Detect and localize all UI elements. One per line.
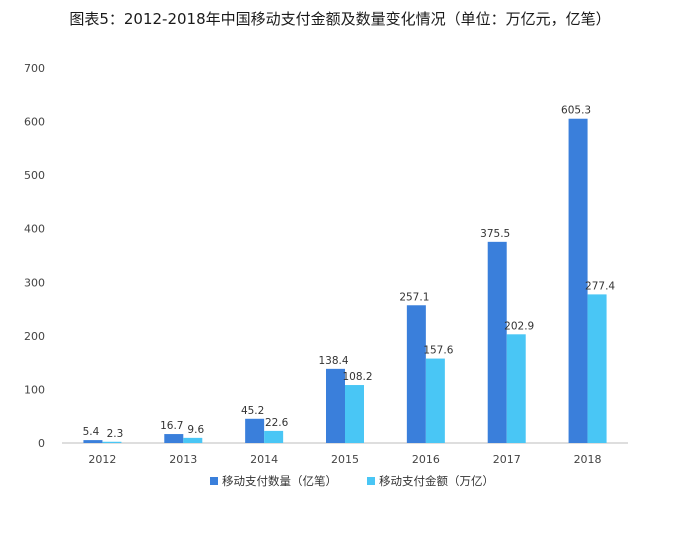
data-label: 605.3 — [561, 105, 591, 117]
x-tick-label: 2017 — [493, 453, 521, 466]
data-label: 16.7 — [160, 420, 183, 432]
bar-amount — [102, 441, 122, 443]
legend-label: 移动支付数量（亿笔） — [222, 474, 337, 488]
data-label: 2.3 — [107, 428, 124, 440]
bar-amount — [345, 385, 364, 443]
data-label: 277.4 — [585, 280, 615, 292]
data-label: 138.4 — [318, 355, 348, 367]
data-label: 45.2 — [241, 405, 264, 417]
chart-title: 图表5：2012-2018年中国移动支付金额及数量变化情况（单位：万亿元，亿笔） — [69, 10, 611, 28]
x-tick-label: 2013 — [169, 453, 197, 466]
x-tick-label: 2018 — [574, 453, 602, 466]
y-tick-label: 500 — [24, 169, 45, 182]
bar-count — [164, 434, 184, 443]
x-tick-label: 2012 — [88, 453, 116, 466]
bar-count — [245, 418, 265, 443]
y-tick-label: 100 — [24, 383, 45, 396]
bar-count — [83, 440, 103, 443]
bar-count — [487, 241, 507, 443]
x-tick-label: 2014 — [250, 453, 278, 466]
bar-count — [568, 118, 588, 443]
y-axis: 0 100 200 300 400 500 600 700 — [24, 62, 45, 450]
bar-amount — [587, 294, 607, 443]
x-tick-label: 2016 — [412, 453, 440, 466]
data-label: 5.4 — [83, 426, 100, 438]
bars — [83, 118, 607, 443]
bar-count — [326, 368, 345, 443]
data-label: 202.9 — [504, 320, 534, 332]
y-tick-label: 400 — [24, 223, 45, 236]
data-label: 9.6 — [187, 424, 204, 436]
y-tick-label: 200 — [24, 330, 45, 343]
y-tick-label: 600 — [24, 116, 45, 129]
bar-amount — [506, 334, 526, 443]
data-label: 108.2 — [342, 371, 372, 383]
data-label: 157.6 — [423, 345, 453, 357]
x-tick-label: 2015 — [331, 453, 359, 466]
x-axis: 2012 2013 2014 2015 2016 2017 2018 — [88, 453, 601, 466]
legend: 移动支付数量（亿笔） 移动支付金额（万亿） — [210, 474, 494, 488]
y-tick-label: 300 — [24, 276, 45, 289]
bar-amount — [183, 437, 203, 443]
data-labels: 5.4 2.3 16.7 9.6 45.222.6 138.4 108.2 257.1 157.… — [83, 105, 616, 440]
data-label: 22.6 — [265, 417, 289, 429]
legend-swatch — [367, 477, 375, 485]
bar-amount — [264, 430, 284, 443]
y-tick-label: 0 — [38, 437, 45, 450]
bar-count — [406, 305, 426, 443]
legend-swatch — [210, 477, 218, 485]
y-tick-label: 700 — [24, 62, 45, 75]
bar-amount — [425, 358, 445, 443]
data-label: 375.5 — [480, 228, 510, 240]
data-label: 257.1 — [399, 291, 429, 303]
legend-label: 移动支付金额（万亿） — [379, 474, 494, 488]
